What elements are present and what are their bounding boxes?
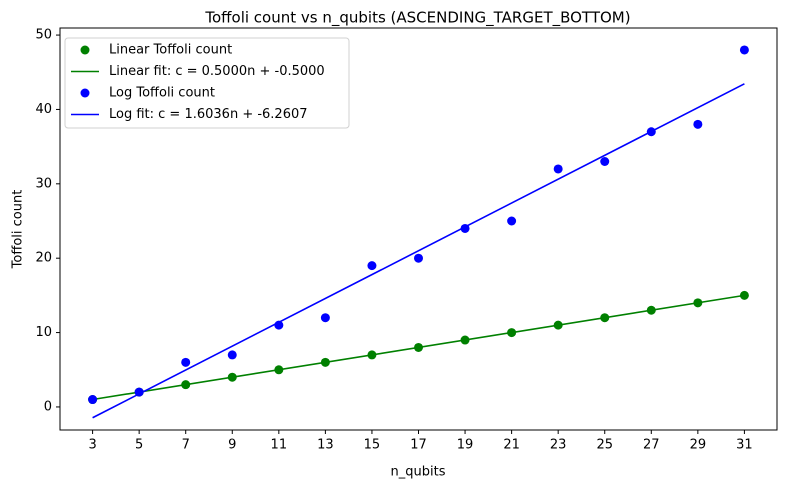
point — [181, 380, 191, 390]
x-tick-label: 11 — [271, 438, 288, 453]
x-axis-label: n_qubits — [391, 465, 446, 480]
point — [460, 223, 470, 233]
x-tick-label: 31 — [736, 438, 753, 453]
x-tick-label: 27 — [643, 438, 660, 453]
point — [600, 157, 610, 167]
legend-label: Log Toffoli count — [109, 86, 215, 101]
legend-label: Log fit: c = 1.6036n + -6.2607 — [109, 107, 308, 122]
point — [134, 387, 144, 397]
y-axis-label: Toffoli count — [11, 190, 26, 270]
legend-label: Linear Toffoli count — [109, 43, 232, 58]
x-tick-label: 29 — [690, 438, 707, 453]
point — [600, 313, 610, 323]
y-tick-label: 50 — [35, 28, 52, 43]
plot-frame — [59, 27, 778, 431]
x-tick-label: 21 — [503, 438, 520, 453]
x-tick-label: 25 — [596, 438, 613, 453]
point — [181, 357, 191, 367]
point — [693, 119, 703, 129]
point — [367, 261, 377, 271]
point — [693, 298, 703, 308]
point — [274, 320, 284, 330]
legend-marker — [80, 45, 90, 55]
x-tick-label: 23 — [550, 438, 567, 453]
point — [739, 290, 749, 300]
point — [460, 335, 470, 345]
x-tick-label: 3 — [88, 438, 96, 453]
point — [367, 350, 377, 360]
point — [646, 127, 656, 137]
y-tick-label: 20 — [35, 251, 52, 266]
legend-marker — [80, 88, 90, 98]
point — [646, 305, 656, 315]
point — [414, 253, 423, 263]
x-tick-label: 13 — [317, 438, 334, 453]
x-tick-label: 19 — [457, 438, 474, 453]
y-tick-label: 30 — [35, 176, 52, 191]
y-tick-label: 10 — [35, 325, 52, 340]
legend-label: Linear fit: c = 0.5000n + -0.5000 — [109, 64, 325, 79]
x-tick-label: 15 — [364, 438, 381, 453]
y-tick-label: 0 — [44, 399, 52, 414]
point — [553, 320, 563, 330]
y-tick-label: 40 — [35, 102, 52, 117]
point — [320, 313, 330, 323]
point — [739, 45, 749, 55]
x-tick-label: 5 — [135, 438, 143, 453]
point — [88, 395, 98, 405]
x-tick-label: 17 — [410, 438, 427, 453]
point — [274, 365, 284, 375]
point — [227, 350, 237, 360]
point — [320, 357, 330, 367]
fit-line — [92, 83, 745, 419]
legend-box — [64, 37, 350, 129]
point — [507, 216, 517, 226]
point — [507, 328, 517, 338]
point — [227, 372, 237, 382]
point — [414, 342, 423, 352]
chart-title: Toffoli count vs n_qubits (ASCENDING_TAR… — [204, 9, 630, 28]
x-tick-label: 9 — [228, 438, 236, 453]
point — [553, 164, 563, 174]
x-tick-label: 7 — [182, 438, 190, 453]
